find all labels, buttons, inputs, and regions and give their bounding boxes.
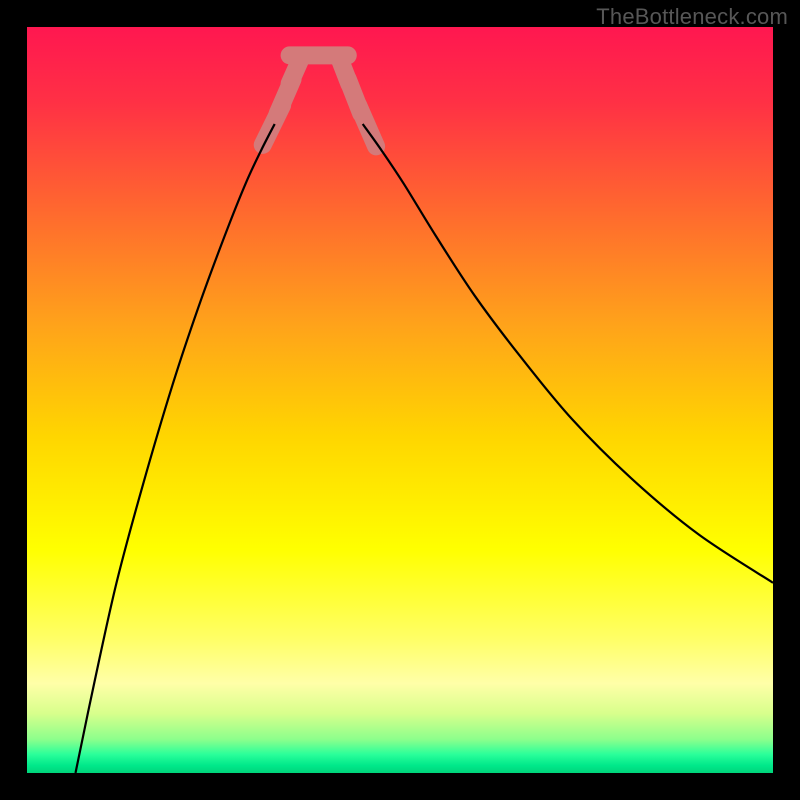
chart-svg bbox=[27, 27, 773, 773]
gradient-background bbox=[27, 27, 773, 773]
chart-frame: TheBottleneck.com bbox=[0, 0, 800, 800]
chart-plot-area bbox=[27, 27, 773, 773]
